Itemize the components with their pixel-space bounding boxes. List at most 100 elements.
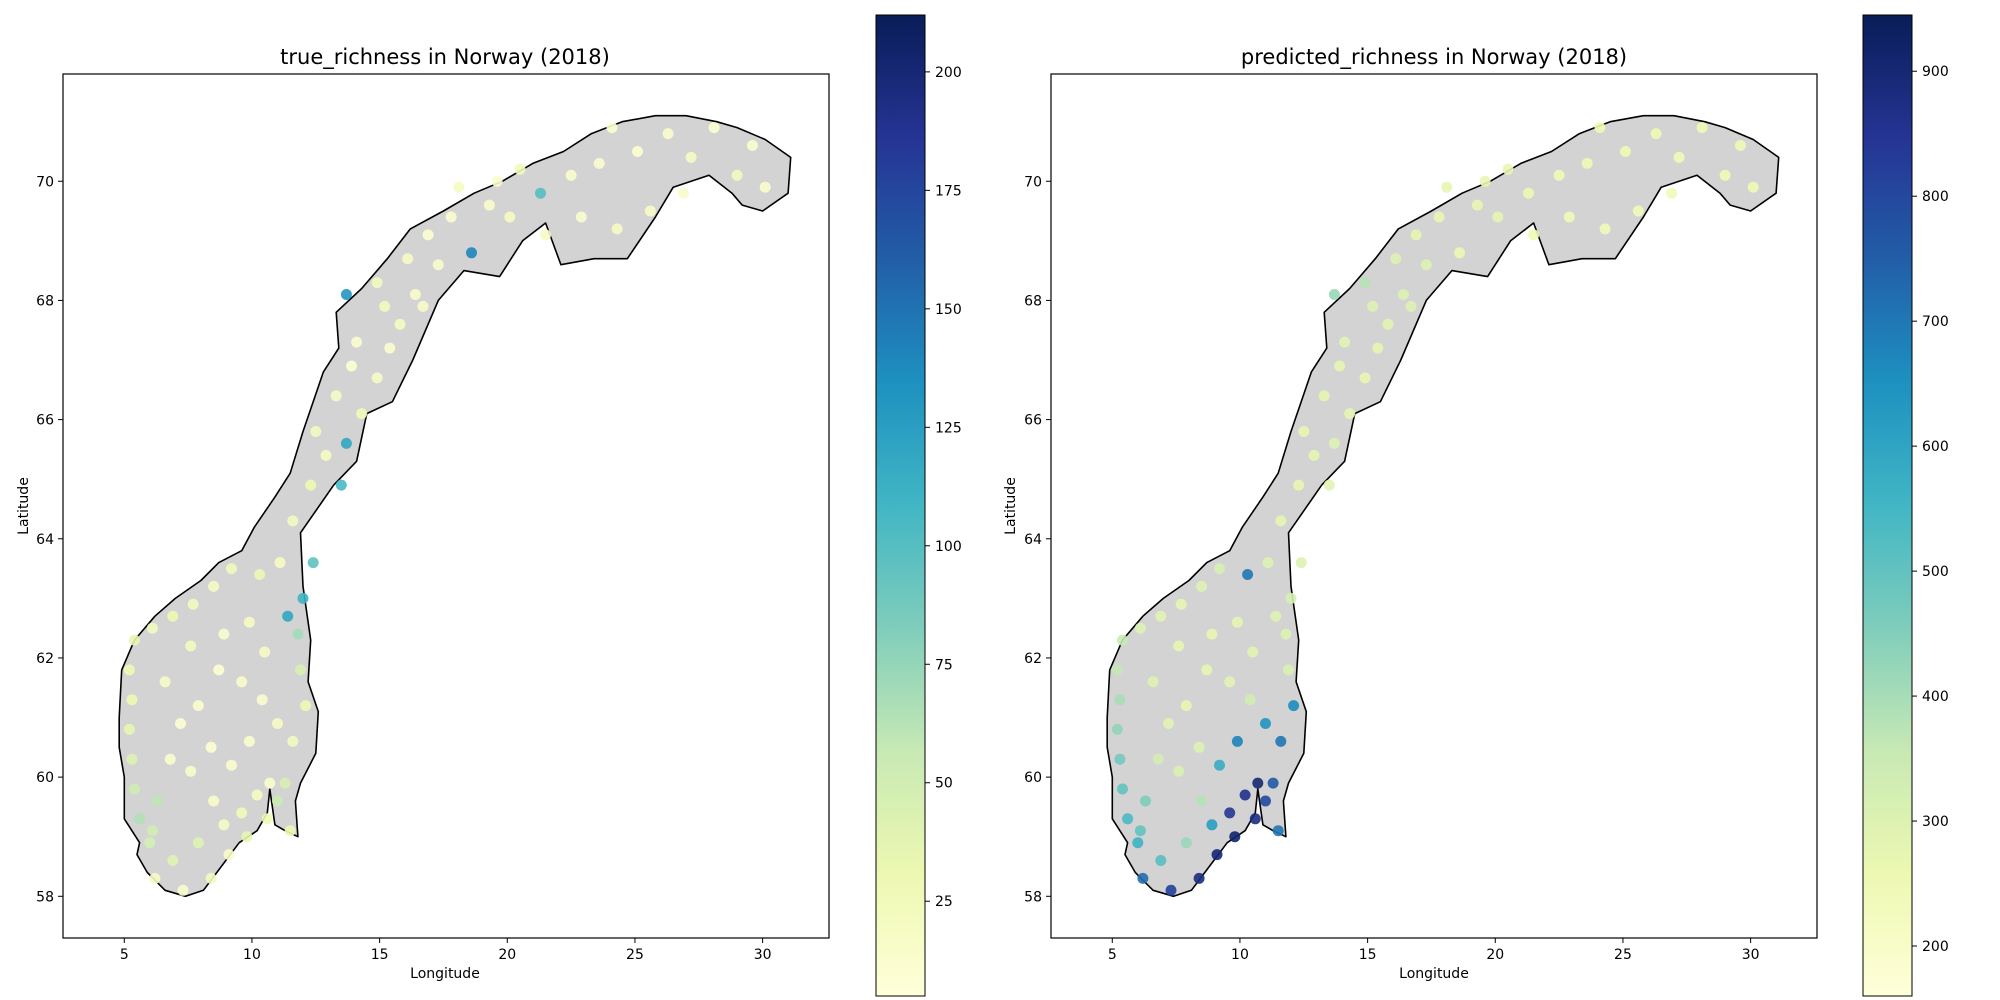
scatter-point — [1359, 372, 1371, 384]
scatter-point — [1599, 223, 1611, 235]
scatter-point — [123, 664, 135, 676]
colorbar-tick-label: 400 — [1922, 689, 1949, 705]
scatter-point — [236, 676, 248, 688]
scatter-point — [218, 628, 230, 640]
y-tick-label: 58 — [36, 889, 54, 905]
scatter-point — [466, 247, 477, 259]
scatter-point — [1275, 735, 1287, 747]
scatter-point — [1111, 664, 1123, 676]
x-axis-1: 5 10 15 20 25 30 — [120, 938, 772, 963]
scatter-point — [300, 700, 312, 712]
x-tick-label: 5 — [1108, 947, 1117, 963]
scatter-point — [1397, 289, 1409, 300]
scatter-point — [1719, 169, 1731, 181]
scatter-point — [1252, 777, 1264, 789]
scatter-point — [164, 753, 176, 765]
scatter-point — [535, 187, 546, 199]
scatter-point — [320, 449, 332, 461]
scatter-point — [335, 479, 347, 491]
scatter-point — [243, 735, 255, 747]
norway-land — [118, 114, 792, 898]
scatter-point — [1155, 855, 1167, 866]
x-tick-label: 5 — [120, 947, 129, 963]
x-tick-label: 20 — [1486, 947, 1504, 963]
scatter-point — [305, 479, 317, 491]
scatter-point — [1390, 253, 1402, 265]
scatter-point — [1134, 825, 1146, 837]
y-tick-label: 58 — [1024, 889, 1042, 905]
scatter-point — [759, 181, 771, 193]
panel-1-title: true_richness in Norway (2018) — [280, 45, 610, 70]
scatter-point — [432, 259, 444, 271]
scatter-point — [1147, 676, 1159, 688]
scatter-point — [287, 735, 299, 747]
scatter-point — [256, 694, 268, 706]
scatter-point — [1372, 342, 1384, 354]
colorbar-ticks-1: 25 50 75 100 125 150 175 200 — [925, 65, 962, 910]
scatter-point — [606, 122, 618, 134]
scatter-point — [514, 163, 526, 175]
scatter-point — [593, 157, 605, 169]
scatter-point — [1344, 408, 1356, 420]
scatter-point — [282, 610, 294, 622]
scatter-point — [1620, 146, 1631, 157]
scatter-point — [1581, 157, 1593, 169]
scatter-point — [483, 199, 495, 211]
plot-frame-2 — [1050, 73, 1818, 939]
scatter-point — [1173, 765, 1185, 777]
y-tick-label: 66 — [36, 413, 54, 429]
scatter-point — [1441, 181, 1453, 193]
y-axis-label-2: Latitude — [1003, 477, 1019, 535]
scatter-point — [123, 723, 135, 735]
scatter-point — [205, 741, 217, 753]
x-tick-label: 10 — [1231, 947, 1249, 963]
scatter-point — [1175, 598, 1187, 610]
scatter-point — [167, 855, 179, 866]
scatter-points-1 — [123, 122, 771, 896]
scatter-point — [1420, 259, 1432, 271]
scatter-point — [261, 813, 273, 825]
scatter-point — [129, 634, 140, 646]
scatter-point — [1479, 175, 1491, 187]
scatter-point — [167, 610, 179, 622]
scatter-points-2 — [1111, 122, 1759, 896]
map-norway-1 — [118, 114, 792, 898]
colorbar-tick-label: 100 — [935, 539, 962, 555]
scatter-point — [1673, 151, 1685, 163]
scatter-point — [644, 205, 656, 217]
panel-true-richness: true_richness in Norway (2018) 5 10 15 20 25… — [16, 14, 962, 997]
colorbar-tick-label: 175 — [935, 183, 962, 199]
scatter-point — [1214, 759, 1225, 771]
scatter-point — [1528, 229, 1540, 241]
y-axis-1: 58 60 62 64 66 68 70 — [36, 174, 63, 905]
scatter-point — [1214, 563, 1225, 575]
scatter-point — [340, 437, 352, 449]
scatter-point — [129, 783, 140, 795]
x-tick-label: 25 — [1614, 947, 1632, 963]
colorbar-tick-label: 25 — [935, 894, 953, 910]
scatter-point — [409, 289, 421, 300]
scatter-point — [226, 759, 237, 771]
scatter-point — [295, 664, 306, 676]
y-tick-label: 60 — [36, 770, 54, 786]
scatter-point — [1193, 872, 1205, 884]
scatter-point — [177, 884, 189, 896]
scatter-point — [226, 563, 237, 575]
scatter-point — [346, 360, 357, 372]
scatter-point — [292, 628, 304, 640]
scatter-point — [1323, 479, 1335, 491]
scatter-point — [1224, 807, 1236, 819]
panel-2-title: predicted_richness in Norway (2018) — [1241, 45, 1627, 70]
scatter-point — [1563, 211, 1575, 223]
scatter-point — [1242, 569, 1254, 580]
scatter-point — [1492, 211, 1504, 223]
scatter-point — [205, 872, 217, 884]
scatter-point — [575, 211, 587, 223]
scatter-point — [1328, 289, 1340, 300]
scatter-point — [1152, 753, 1164, 765]
scatter-point — [152, 795, 163, 807]
colorbar-2 — [1862, 14, 1913, 997]
scatter-point — [1553, 169, 1565, 181]
scatter-point — [340, 289, 352, 300]
